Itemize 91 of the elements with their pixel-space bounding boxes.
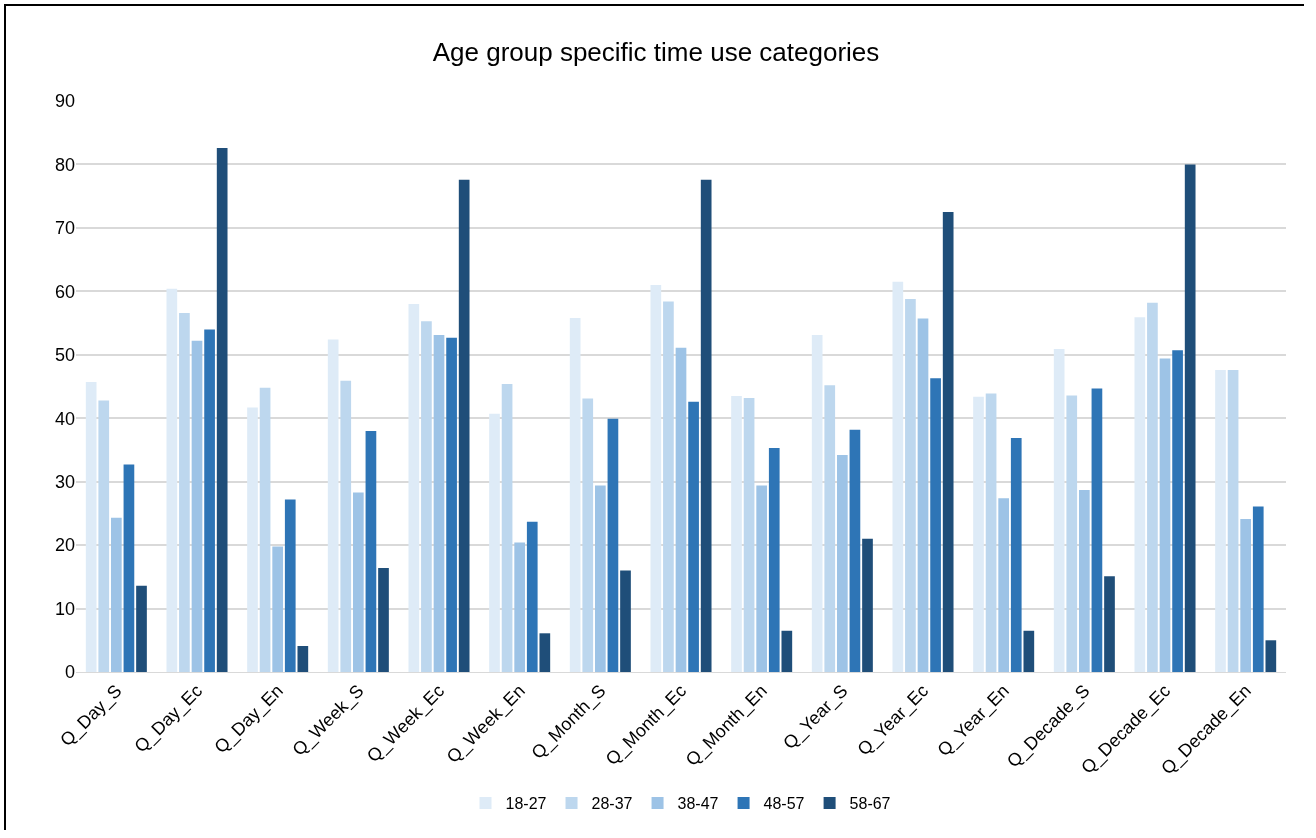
bar [408, 304, 420, 672]
bar [1215, 370, 1226, 672]
bar [259, 387, 271, 672]
bar [582, 398, 594, 672]
legend-label: 48-57 [763, 795, 805, 813]
bar [1104, 576, 1115, 672]
bar [489, 413, 500, 672]
y-tick-label: 70 [54, 218, 75, 239]
bar [1078, 489, 1090, 672]
bar [607, 418, 619, 672]
bar [352, 492, 364, 672]
bar [811, 335, 823, 672]
bar [433, 335, 445, 672]
bar [998, 498, 1010, 672]
bar [327, 339, 339, 672]
bar [284, 499, 296, 672]
y-tick-label: 40 [54, 408, 75, 429]
bar [905, 298, 916, 672]
bar [1184, 164, 1196, 672]
bar [340, 380, 352, 672]
legend-label: 58-67 [849, 795, 891, 813]
chart-title: Age group specific time use categories [432, 37, 880, 68]
bar [297, 645, 309, 672]
bar [942, 212, 954, 672]
bar [365, 430, 377, 672]
bar [836, 455, 848, 672]
bar [110, 517, 122, 672]
bar [216, 147, 228, 672]
bar [446, 337, 457, 672]
legend-label: 38-47 [677, 795, 719, 813]
bar [85, 382, 97, 672]
bar [539, 633, 551, 672]
bar [1147, 302, 1158, 672]
bar [501, 383, 513, 672]
bar [526, 521, 538, 672]
y-tick-label: 10 [54, 598, 75, 619]
y-tick-label: 20 [54, 535, 75, 556]
bar [756, 485, 768, 672]
bar [1172, 350, 1183, 672]
bar [98, 400, 110, 672]
bar [1240, 519, 1252, 672]
bar [272, 546, 284, 672]
bar [1159, 358, 1171, 672]
bar [917, 318, 929, 672]
bar [768, 448, 780, 672]
bar [663, 301, 674, 672]
bar [973, 396, 984, 672]
bar [123, 464, 135, 672]
bar [378, 567, 389, 672]
bar [892, 281, 904, 672]
bar [824, 385, 836, 672]
bar [136, 585, 147, 672]
bar [1091, 388, 1103, 672]
bar [862, 538, 873, 672]
bar [594, 485, 606, 672]
bar [1265, 640, 1277, 672]
bar [688, 401, 699, 672]
bar [781, 630, 793, 672]
bar [1023, 630, 1035, 672]
y-tick-label: 80 [54, 154, 75, 175]
bar [700, 179, 712, 672]
bar [247, 407, 258, 672]
bar [930, 378, 941, 672]
bar [985, 393, 997, 672]
bar [731, 396, 742, 672]
bar [166, 288, 178, 672]
bar [458, 179, 470, 672]
bar [1134, 317, 1146, 672]
bar [191, 340, 203, 672]
bar [421, 321, 432, 672]
y-tick-label: 0 [64, 662, 75, 683]
legend-label: 18-27 [505, 795, 547, 813]
bar [675, 347, 687, 672]
bar [179, 312, 190, 672]
bar [1066, 395, 1078, 672]
y-tick-label: 50 [54, 345, 75, 366]
bar [849, 429, 861, 672]
y-tick-label: 60 [54, 281, 75, 302]
y-tick-label: 90 [54, 91, 75, 112]
bar [1252, 506, 1264, 672]
bar [514, 542, 526, 672]
bar [650, 284, 662, 672]
bar [743, 397, 755, 672]
y-tick-label: 30 [54, 471, 75, 492]
bar [1227, 370, 1239, 672]
bar [620, 570, 631, 672]
bar [204, 329, 215, 672]
bar [1010, 437, 1022, 672]
bar [569, 317, 581, 672]
bar [1053, 349, 1065, 672]
legend-label: 28-37 [591, 795, 633, 813]
